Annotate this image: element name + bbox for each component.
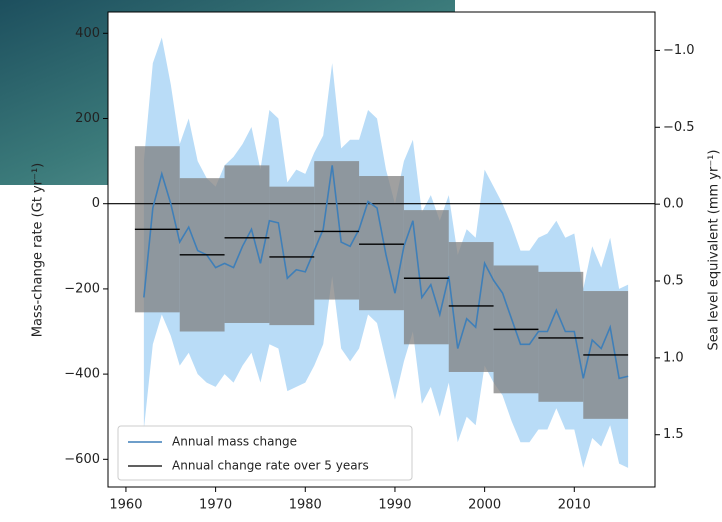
x-tick-label: 1980: [289, 498, 322, 513]
y-tick-label: 400: [75, 26, 100, 41]
y2-tick-label: 1.0: [663, 350, 684, 365]
y2-tick-label: −0.5: [663, 120, 695, 135]
x-tick-label: 1960: [109, 498, 142, 513]
y-axis-label: Mass-change rate (Gt yr⁻¹): [31, 163, 46, 338]
y-tick-label: 200: [75, 111, 100, 126]
legend: Annual mass change Annual change rate ove…: [117, 425, 413, 481]
x-tick-label: 2010: [558, 498, 591, 513]
y-tick-label: −400: [64, 367, 100, 382]
background-image: [0, 0, 455, 185]
legend-label: Annual mass change: [172, 435, 297, 449]
plot-frame: [107, 11, 656, 488]
five-year-box: [448, 242, 494, 372]
five-year-box: [269, 186, 315, 326]
five-year-box: [224, 165, 270, 323]
y-tick-label: 0: [92, 196, 100, 211]
five-year-box: [403, 210, 449, 345]
x-tick-label: 1970: [199, 498, 232, 513]
y2-tick-label: 0.5: [663, 274, 684, 289]
y2-axis-label: Sea level equivalent (mm yr⁻¹): [707, 150, 722, 351]
five-year-box: [359, 176, 404, 311]
plot: [108, 37, 655, 468]
x-tick-label: 1990: [378, 498, 411, 513]
y2-tick-label: 1.5: [663, 427, 684, 442]
y2-tick-label: −1.0: [663, 43, 695, 58]
x-tick-label: 2000: [468, 498, 501, 513]
five-year-box: [314, 161, 360, 300]
y2-tick-label: 0.0: [663, 197, 684, 212]
legend-box: [117, 425, 413, 481]
y-tick-label: −200: [64, 281, 100, 296]
annual-line: [143, 165, 629, 380]
five-year-box: [538, 271, 584, 402]
y-tick-label: −600: [64, 452, 100, 467]
legend-label: Annual change rate over 5 years: [172, 459, 369, 473]
